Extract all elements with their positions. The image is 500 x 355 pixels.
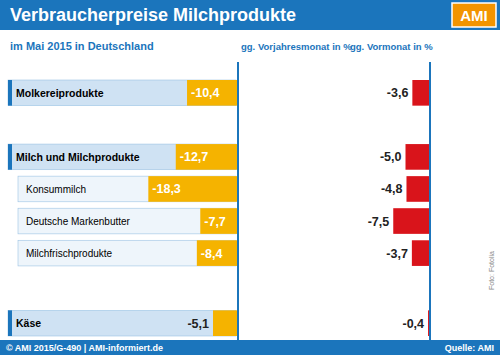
category-label: Milch und Milchprodukte	[16, 151, 140, 163]
data-label: -5,0	[380, 150, 402, 164]
data-label: -10,4	[191, 86, 220, 100]
logo: AMI	[460, 7, 488, 24]
category-accent	[8, 80, 12, 106]
title: Verbraucherpreise Milchprodukte	[10, 5, 296, 25]
data-label: -7,7	[204, 215, 226, 229]
header-band	[0, 0, 500, 30]
photo-credit: Foto: Fotolia	[488, 251, 495, 290]
bars	[393, 80, 430, 336]
category-labels: Molkereiprodukte Milch und Milchprodukte K…	[8, 80, 236, 336]
data-label: -4,8	[381, 182, 403, 196]
data-labels: -3,6 -5,0 -4,8 -7,5 -3,7 -0,4	[368, 86, 424, 330]
data-label: -3,7	[386, 247, 408, 261]
panel-1: gg. Vormonat in % -3,6 -5,0 -4,8 -7,5 -3,7 -0,…	[333, 41, 434, 345]
data-label: -0,4	[402, 317, 424, 331]
category-box	[8, 310, 236, 336]
data-labels: -10,4 -12,7 -18,3 -7,7 -8,4 -5,1	[152, 86, 226, 330]
bar	[187, 80, 238, 106]
data-label: -12,7	[180, 150, 209, 164]
footer: © AMI 2015/G-490 | AMI-informiert.de	[6, 343, 163, 353]
panel-0: gg. Vorjahresmonat in %MolkereiprodukteM…	[8, 41, 352, 345]
subtitle: im Mai 2015 in Deutschland	[10, 40, 154, 52]
data-label: -18,3	[152, 182, 181, 196]
zero-line	[429, 62, 431, 344]
bar	[197, 240, 238, 266]
chart-container: Verbraucherpreise Milchprodukte AMI im Mai…	[0, 0, 500, 355]
panel-title: gg. Vorjahresmonat in %	[241, 41, 352, 52]
category-label: Molkereiprodukte	[16, 87, 104, 99]
category-label: Konsummilch	[26, 184, 86, 195]
bars	[148, 80, 238, 336]
zero-line	[237, 62, 239, 344]
panel-title: gg. Vormonat in %	[350, 41, 433, 52]
data-label: -8,4	[201, 247, 223, 261]
category-accent	[8, 310, 12, 336]
source: Quelle: AMI	[445, 343, 494, 353]
category-label: Käse	[16, 317, 41, 329]
bar	[406, 176, 430, 202]
footer-band	[0, 340, 500, 355]
data-label: -3,6	[387, 86, 409, 100]
category-accent	[8, 144, 12, 170]
bar	[406, 144, 431, 170]
bar	[393, 208, 430, 234]
bar	[213, 310, 238, 336]
category-label: Milchfrischprodukte	[26, 248, 113, 259]
bar	[200, 208, 238, 234]
data-label: -5,1	[187, 317, 209, 331]
chart-svg: Verbraucherpreise Milchprodukte AMI im Mai…	[0, 0, 500, 355]
category-label: Deutsche Markenbutter	[26, 216, 131, 227]
bar	[412, 80, 430, 106]
logo-box	[452, 3, 496, 27]
bar	[148, 176, 238, 202]
bar	[412, 240, 430, 266]
data-label: -7,5	[368, 215, 390, 229]
bar	[176, 144, 238, 170]
